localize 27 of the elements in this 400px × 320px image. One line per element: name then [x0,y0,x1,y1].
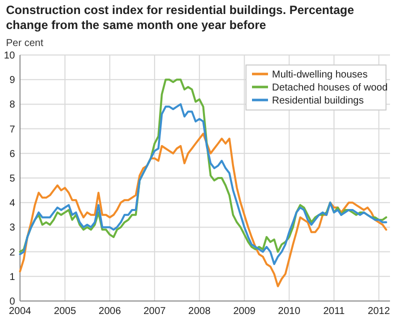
y-tick-label: 0 [9,296,16,308]
x-tick-label: 2011 [323,306,346,317]
y-tick-label: 7 [9,124,16,136]
legend-label: Multi-dwelling houses [272,70,368,80]
y-tick-label: 8 [9,100,16,111]
x-tick-label: 2007 [143,306,166,317]
x-tick-label: 2004 [8,306,32,317]
y-axis-title: Per cent [6,38,44,49]
x-tick-label: 2006 [98,306,122,317]
chart-title: Construction cost index for residential buildings. Percentage change from the same month one year before [6,3,354,32]
legend-label: Residential buildings [272,96,364,106]
x-tick-label: 2009 [233,306,256,317]
y-tick-label: 9 [9,75,16,86]
y-tick-label: 10 [4,50,16,62]
y-tick-label: 4 [9,198,16,210]
line-series [19,78,388,253]
y-tick-label: 5 [9,174,16,184]
y-tick-label: 3 [9,222,16,234]
x-tick-label: 2012 [368,306,390,317]
x-tick-label: 2010 [278,306,301,317]
y-tick-label: 6 [9,148,16,160]
legend-label: Detached houses of wood [272,82,388,94]
y-tick-label: 1 [9,272,16,283]
line-series [19,132,388,288]
y-tick-label: 2 [9,247,16,258]
x-tick-label: 2008 [188,306,211,317]
x-tick-label: 2005 [54,306,77,317]
